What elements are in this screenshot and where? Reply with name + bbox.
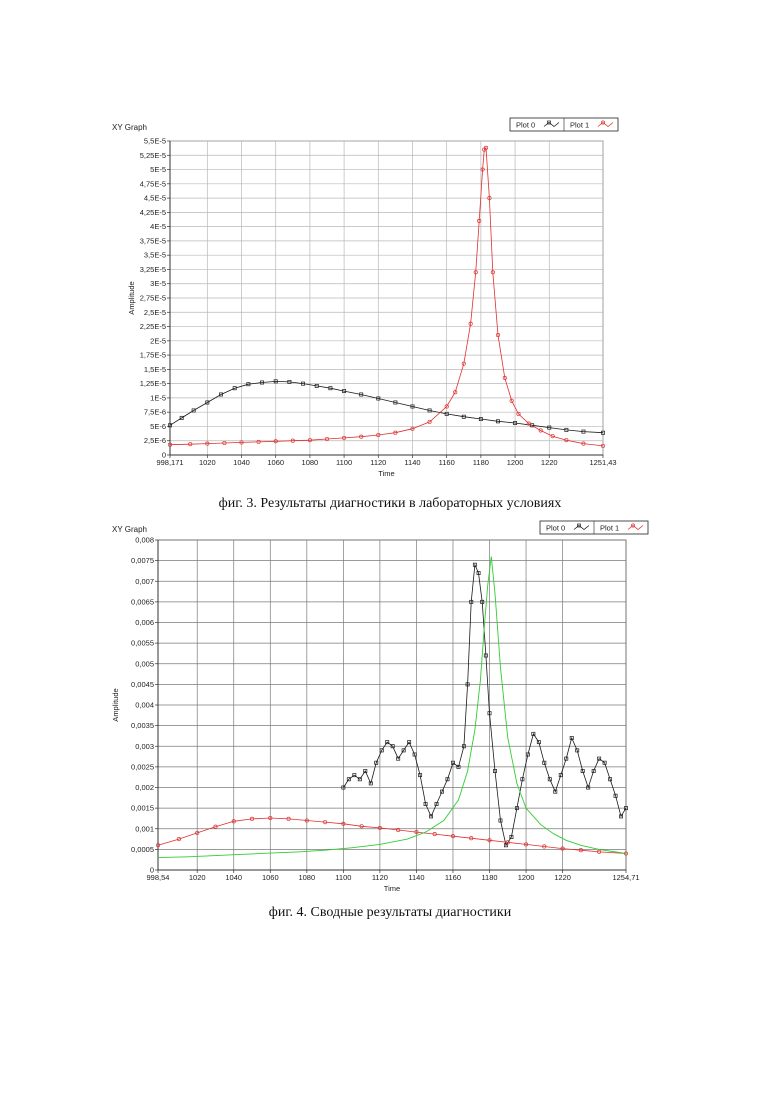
figure-3-caption: фиг. 3. Результаты диагностики в лаборат… <box>0 496 780 512</box>
y-tick-label: 1E-5 <box>150 393 166 402</box>
legend-label: Plot 0 <box>516 121 535 130</box>
legend: Plot 0 Plot 1 <box>510 118 618 131</box>
x-tick-label: 1120 <box>372 873 388 882</box>
x-tick-label: 1060 <box>267 458 284 467</box>
y-tick-label: 4,75E-5 <box>140 179 166 188</box>
y-tick-label: 3,5E-5 <box>144 251 166 260</box>
x-tick-label: 1140 <box>404 458 420 467</box>
chart-lab-results: XY Graph 998,171 1020 1040 1060 1080 1100 1120 1… <box>0 0 780 500</box>
x-tick-label: 1160 <box>439 458 455 467</box>
legend-label: Plot 1 <box>570 121 589 130</box>
chart-summary-results: XY Graph998,5410201040106010801100112011… <box>0 520 780 900</box>
y-tick-label: 0,003 <box>135 742 154 751</box>
y-tick-label: 2,5E-5 <box>144 308 166 317</box>
x-tick-label: 1160 <box>445 873 461 882</box>
y-tick-label: 5,5E-5 <box>144 137 166 146</box>
y-tick-label: 5E-6 <box>150 422 166 431</box>
y-tick-label: 7,5E-6 <box>144 408 166 417</box>
y-tick-label: 0,0055 <box>131 639 154 648</box>
x-tick-label: 1254,71 <box>612 873 639 882</box>
y-tick-label: 2,5E-6 <box>144 436 166 445</box>
y-tick-label: 0,004 <box>135 701 154 710</box>
y-tick-label: 3E-5 <box>150 279 166 288</box>
y-tick-label: 0,0005 <box>131 845 154 854</box>
y-tick-label: 3,25E-5 <box>140 265 166 274</box>
x-tick-label: 1200 <box>518 873 535 882</box>
x-tick-label: 1200 <box>507 458 524 467</box>
y-tick-label: 0,002 <box>135 783 154 792</box>
y-tick-label: 1,25E-5 <box>140 379 166 388</box>
y-tick-label: 5E-5 <box>150 165 166 174</box>
x-tick-label: 1140 <box>408 873 424 882</box>
x-tick-label: 1220 <box>554 873 571 882</box>
y-axis-label: Amplitude <box>127 281 136 314</box>
x-tick-label: 1100 <box>335 873 351 882</box>
x-tick-label: 1251,43 <box>589 458 616 467</box>
legend: Plot 0 Plot 1 <box>540 521 648 534</box>
y-tick-label: 0,0065 <box>131 597 154 606</box>
y-tick-label: 2,75E-5 <box>140 294 166 303</box>
x-tick-label: 1040 <box>233 458 250 467</box>
x-tick-label: 1180 <box>481 873 497 882</box>
y-tick-label: 0,0045 <box>131 680 154 689</box>
y-tick-label: 4,25E-5 <box>140 208 166 217</box>
x-tick-label: 1020 <box>189 873 206 882</box>
x-tick-label: 998,171 <box>156 458 183 467</box>
x-tick-label: 1020 <box>199 458 216 467</box>
x-tick-label: 1080 <box>298 873 315 882</box>
y-tick-label: 0,0015 <box>131 804 154 813</box>
y-tick-label: 0,001 <box>135 824 154 833</box>
figure-4-caption: фиг. 4. Сводные результаты диагностики <box>0 905 780 921</box>
y-tick-label: 0,0035 <box>131 721 154 730</box>
y-tick-label: 3,75E-5 <box>140 236 166 245</box>
x-tick-label: 1080 <box>302 458 319 467</box>
x-tick-label: 1120 <box>370 458 386 467</box>
chart-title: XY Graph <box>112 525 147 534</box>
y-tick-label: 0 <box>150 866 154 875</box>
y-tick-label: 4E-5 <box>150 222 166 231</box>
y-tick-label: 5,25E-5 <box>140 151 166 160</box>
y-tick-label: 2,25E-5 <box>140 322 166 331</box>
y-tick-label: 0,005 <box>135 659 154 668</box>
x-tick-label: 1220 <box>541 458 558 467</box>
x-tick-label: 1040 <box>225 873 242 882</box>
legend-label: Plot 1 <box>600 524 619 533</box>
y-tick-label: 0,006 <box>135 618 154 627</box>
y-tick-label: 0,008 <box>135 536 154 545</box>
y-tick-label: 0,0025 <box>131 762 154 771</box>
y-tick-label: 4,5E-5 <box>144 194 166 203</box>
chart-title: XY Graph <box>112 123 147 132</box>
y-tick-label: 0,0075 <box>131 556 154 565</box>
y-tick-label: 0,007 <box>135 577 154 586</box>
x-tick-label: 1100 <box>336 458 352 467</box>
x-tick-label: 1060 <box>262 873 279 882</box>
y-axis-label: Amplitude <box>111 688 120 721</box>
y-tick-label: 1,75E-5 <box>140 351 166 360</box>
x-tick-label: 1180 <box>473 458 489 467</box>
x-axis-label: Time <box>384 884 400 893</box>
y-tick-label: 0 <box>162 451 166 460</box>
y-tick-label: 2E-5 <box>150 336 166 345</box>
y-tick-label: 1,5E-5 <box>144 365 166 374</box>
legend-label: Plot 0 <box>546 524 565 533</box>
x-axis-label: Time <box>378 469 394 478</box>
